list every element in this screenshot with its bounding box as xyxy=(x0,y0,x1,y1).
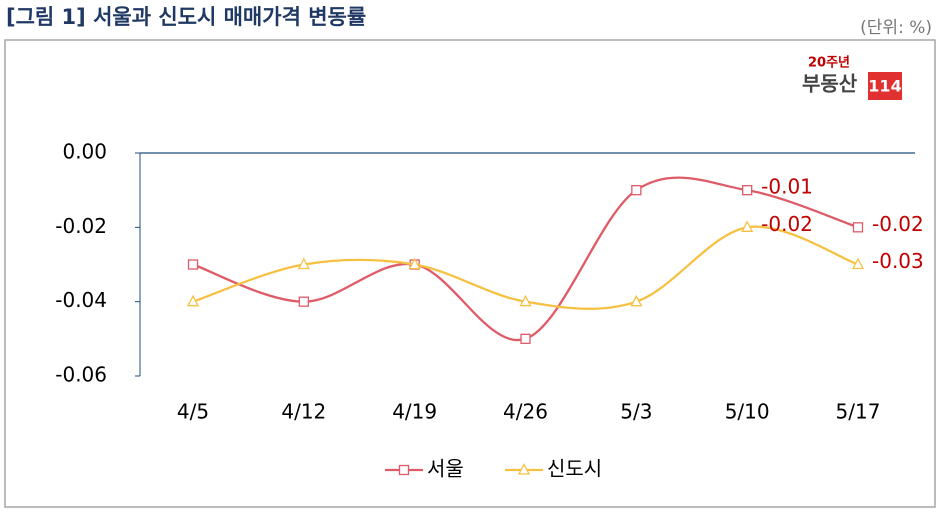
logo-number: 114 xyxy=(868,77,901,96)
plot-frame xyxy=(4,39,936,508)
y-tick-label: -0.06 xyxy=(55,363,107,387)
data-label: -0.01 xyxy=(761,175,813,199)
unit-note: (단위: %) xyxy=(860,18,932,38)
marker xyxy=(851,257,865,270)
data-label: -0.03 xyxy=(872,249,924,273)
marker xyxy=(852,222,864,233)
x-tick-label: 4/5 xyxy=(177,400,209,424)
y-tick-label: -0.04 xyxy=(55,288,107,312)
x-tick-label: 4/12 xyxy=(281,400,326,424)
logo-box xyxy=(868,72,902,100)
logo: 20주년 부동산 114 xyxy=(802,56,902,100)
marker xyxy=(631,185,642,196)
y-tick-label: 0.00 xyxy=(62,140,107,164)
marker xyxy=(520,333,531,344)
y-tick-label: -0.02 xyxy=(55,214,107,238)
marker xyxy=(298,296,309,307)
logo-top: 20주년 xyxy=(808,56,850,71)
legend-marker xyxy=(517,463,531,475)
x-tick-label: 5/10 xyxy=(725,400,770,424)
marker xyxy=(519,294,532,307)
marker xyxy=(186,294,200,307)
x-tick-label: 5/3 xyxy=(620,400,652,424)
data-label: -0.02 xyxy=(872,212,924,236)
marker xyxy=(408,257,421,270)
x-tick-label: 4/19 xyxy=(392,400,437,424)
chart-title: [그림 1] 서울과 신도시 매매가격 변동률 xyxy=(6,5,366,29)
legend-label: 신도시 xyxy=(547,457,602,481)
marker xyxy=(630,294,643,307)
data-label: -0.02 xyxy=(761,212,813,236)
marker xyxy=(742,185,753,196)
legend-label: 서울 xyxy=(427,457,464,481)
marker xyxy=(297,257,310,270)
series-line xyxy=(192,176,859,342)
x-tick-label: 4/26 xyxy=(503,400,548,424)
marker xyxy=(187,259,199,270)
logo-name: 부동산 xyxy=(802,72,858,96)
marker xyxy=(741,220,754,232)
legend-marker xyxy=(398,464,410,476)
x-tick-label: 5/17 xyxy=(836,400,881,424)
